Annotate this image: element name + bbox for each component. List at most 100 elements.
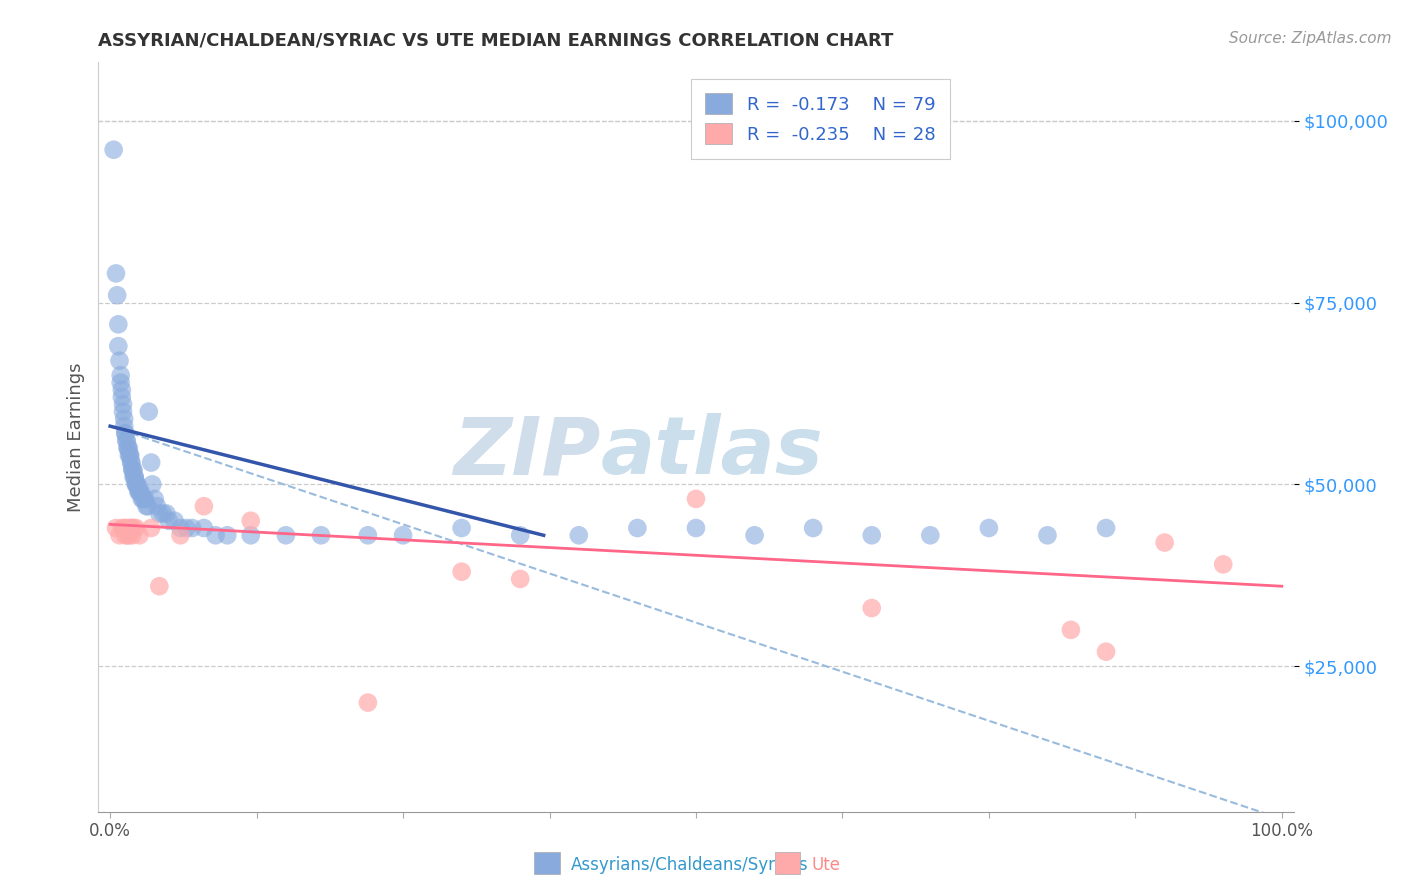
Point xyxy=(169,528,191,542)
Point xyxy=(309,528,332,542)
Point xyxy=(110,376,132,390)
Point xyxy=(509,528,531,542)
Point xyxy=(122,521,145,535)
Point xyxy=(121,463,143,477)
Point xyxy=(112,404,135,418)
Point xyxy=(138,404,160,418)
Point xyxy=(112,419,135,434)
Point xyxy=(105,288,128,302)
Point xyxy=(120,448,141,462)
Point xyxy=(125,477,148,491)
Point xyxy=(127,477,149,491)
Text: atlas: atlas xyxy=(600,413,823,491)
Point xyxy=(860,528,883,542)
Point xyxy=(117,528,139,542)
Text: Assyrians/Chaldeans/Syriacs: Assyrians/Chaldeans/Syriacs xyxy=(571,856,808,874)
Point xyxy=(120,448,141,462)
Point xyxy=(122,463,145,477)
Point xyxy=(141,477,163,491)
Point xyxy=(120,521,142,535)
Point xyxy=(129,484,152,499)
Point xyxy=(112,412,135,426)
Point xyxy=(128,528,150,542)
Point xyxy=(141,456,163,470)
Point xyxy=(357,528,380,542)
Point xyxy=(111,383,134,397)
Point xyxy=(450,565,472,579)
Point xyxy=(112,521,135,535)
Point xyxy=(1212,558,1234,572)
Point xyxy=(148,579,170,593)
Point xyxy=(117,441,139,455)
Point xyxy=(152,507,174,521)
Point xyxy=(1095,521,1118,535)
Point xyxy=(204,528,226,542)
Text: Source: ZipAtlas.com: Source: ZipAtlas.com xyxy=(1229,31,1392,46)
Point xyxy=(685,521,707,535)
Point xyxy=(128,484,150,499)
Point xyxy=(169,521,191,535)
Point xyxy=(115,434,138,448)
Point xyxy=(103,143,125,157)
Text: Ute: Ute xyxy=(811,856,841,874)
Point xyxy=(105,521,128,535)
Point xyxy=(146,499,169,513)
Y-axis label: Median Earnings: Median Earnings xyxy=(66,362,84,512)
Point xyxy=(120,521,141,535)
Point xyxy=(143,491,166,506)
Point xyxy=(357,696,380,710)
Point xyxy=(239,528,262,542)
Point xyxy=(134,491,156,506)
Point xyxy=(860,601,883,615)
Point xyxy=(148,507,170,521)
Point xyxy=(114,528,136,542)
Point xyxy=(122,470,145,484)
Point xyxy=(239,514,262,528)
Point xyxy=(114,426,136,441)
Point xyxy=(920,528,942,542)
Point xyxy=(125,477,148,491)
Point xyxy=(181,521,204,535)
Point xyxy=(115,521,138,535)
Point xyxy=(108,528,131,542)
Point xyxy=(274,528,297,542)
Point xyxy=(135,499,157,513)
Point xyxy=(157,514,180,528)
Point xyxy=(1153,535,1175,549)
Point xyxy=(112,397,135,411)
Point xyxy=(114,426,136,441)
Point xyxy=(1060,623,1083,637)
Point xyxy=(108,353,131,368)
Point xyxy=(117,441,139,455)
Point xyxy=(509,572,531,586)
Point xyxy=(107,339,129,353)
Point xyxy=(127,477,149,491)
Point xyxy=(174,521,197,535)
Point xyxy=(1036,528,1059,542)
Point xyxy=(801,521,824,535)
Point xyxy=(977,521,1000,535)
Point xyxy=(111,521,134,535)
Point xyxy=(685,491,707,506)
Point xyxy=(568,528,591,542)
Point xyxy=(121,528,143,542)
Point xyxy=(120,456,142,470)
Point xyxy=(121,463,143,477)
Point xyxy=(1095,645,1118,659)
Point xyxy=(131,491,153,506)
Point xyxy=(193,499,215,513)
Legend: R =  -0.173    N = 79, R =  -0.235    N = 28: R = -0.173 N = 79, R = -0.235 N = 28 xyxy=(690,79,950,159)
Point xyxy=(450,521,472,535)
Point xyxy=(163,514,186,528)
Point xyxy=(155,507,177,521)
Point xyxy=(107,318,129,332)
Point xyxy=(118,448,141,462)
Text: ZIP: ZIP xyxy=(453,413,600,491)
Point xyxy=(128,484,150,499)
Point xyxy=(125,521,148,535)
Point xyxy=(118,528,141,542)
Point xyxy=(132,491,155,506)
Point xyxy=(115,434,138,448)
Point xyxy=(118,441,141,455)
Point xyxy=(124,470,146,484)
